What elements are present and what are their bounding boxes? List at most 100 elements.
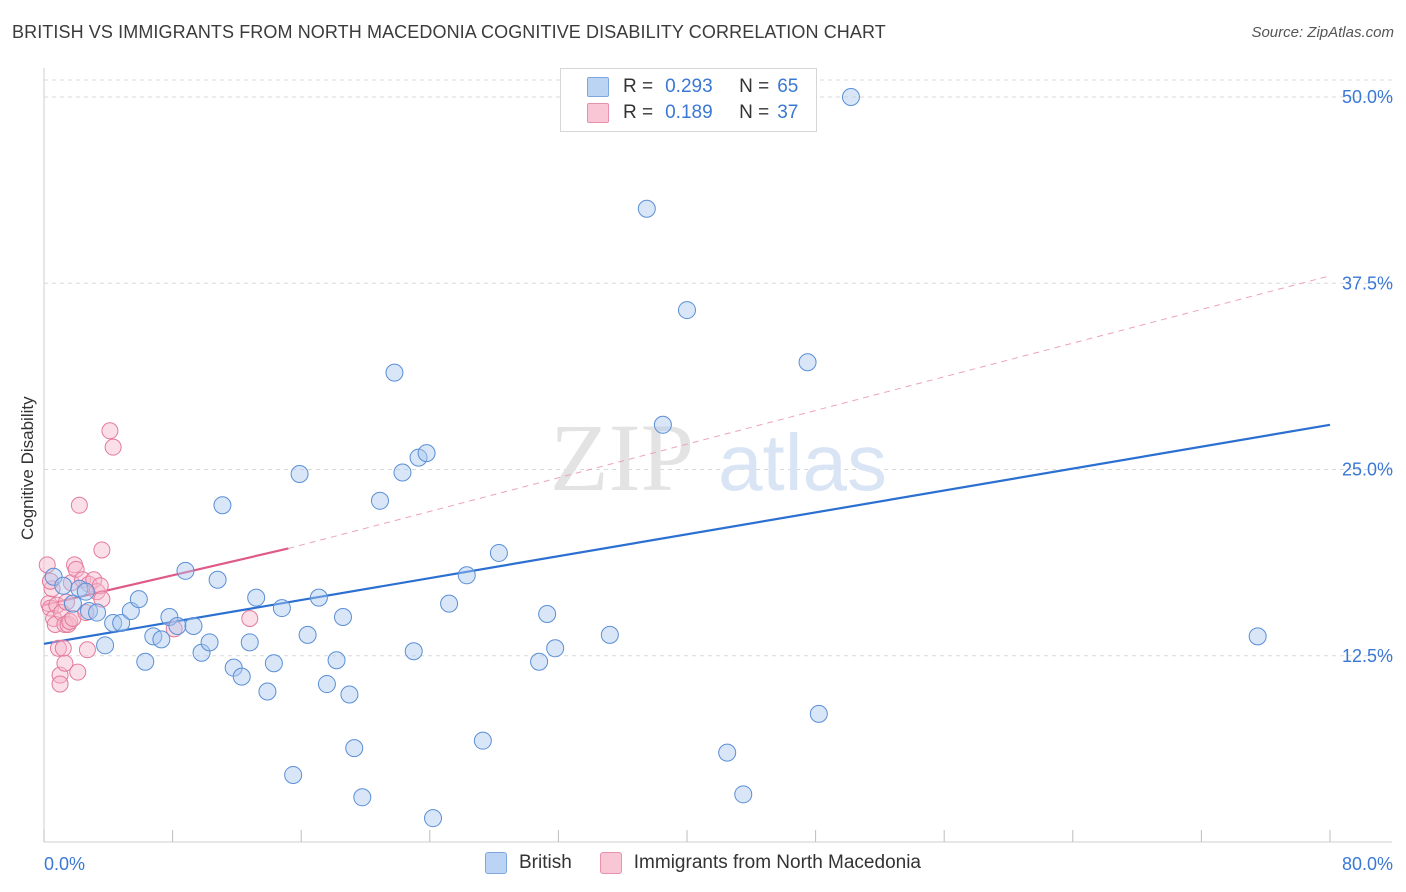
y-tick-label: 50.0% <box>1342 87 1393 107</box>
north-macedonia-trend-extension <box>288 275 1331 549</box>
british-point <box>678 301 696 320</box>
british-point <box>473 731 492 750</box>
british-point <box>247 588 266 607</box>
british-point <box>44 567 63 586</box>
grid-lines <box>44 79 1392 657</box>
british-point <box>298 625 317 644</box>
british-point <box>417 444 436 463</box>
north-macedonia-swatch <box>587 103 609 123</box>
british-point <box>1248 627 1267 646</box>
legend-item-british[interactable]: British <box>484 852 572 874</box>
british-point <box>424 809 443 828</box>
north-macedonia-point <box>165 620 183 638</box>
british-point <box>600 625 619 644</box>
british-point <box>653 415 672 434</box>
north-macedonia-point <box>54 639 72 657</box>
r-value: 0.293 <box>665 76 713 97</box>
watermark-atlas: atlas <box>718 418 887 507</box>
british-point <box>264 654 283 673</box>
british-point <box>841 88 860 106</box>
british-point <box>538 605 557 624</box>
british-point <box>136 652 155 671</box>
british-swatch <box>587 77 609 97</box>
british-point <box>353 788 372 807</box>
north-macedonia-point <box>93 590 111 608</box>
british-point <box>258 682 277 701</box>
british-point <box>176 561 195 580</box>
north-macedonia-point <box>56 654 74 672</box>
british-point <box>734 785 753 804</box>
n-value: 65 <box>777 76 799 97</box>
r-label: R = <box>623 76 654 97</box>
british-point <box>129 590 148 609</box>
y-tick-label: 12.5% <box>1342 646 1393 666</box>
british-point <box>393 463 412 482</box>
north-macedonia-point <box>51 675 69 693</box>
british-point <box>809 704 828 723</box>
british-point <box>112 613 131 632</box>
source-label: Source: ZipAtlas.com <box>1251 24 1394 41</box>
legend-item-north-macedonia[interactable]: Immigrants from North Macedonia <box>599 852 921 874</box>
watermark-zip: ZIP <box>550 404 694 511</box>
r-label: R = <box>623 102 654 123</box>
british-point <box>530 652 549 671</box>
british-point <box>345 739 364 758</box>
series-immigrants-north-macedonia <box>38 422 259 693</box>
y-tick-label: 37.5% <box>1342 273 1393 293</box>
axes <box>43 68 1392 843</box>
british-point <box>385 363 404 382</box>
r-value: 0.189 <box>665 102 713 123</box>
british-point <box>404 642 423 661</box>
north-macedonia-point <box>67 560 85 578</box>
y-axis-label: Cognitive Disability <box>18 396 37 540</box>
tick-labels: 12.5% 25.0% 37.5% 50.0% 0.0% 80.0% <box>44 87 1393 874</box>
british-point <box>232 667 251 686</box>
north-macedonia-point <box>93 541 111 559</box>
british-point <box>327 651 346 670</box>
british-point <box>168 616 187 635</box>
north-macedonia-point <box>241 610 259 627</box>
british-point <box>798 353 817 372</box>
british-point <box>637 199 656 218</box>
british-point <box>718 743 737 762</box>
north-macedonia-point <box>69 663 87 681</box>
chart-title: BRITISH VS IMMIGRANTS FROM NORTH MACEDON… <box>12 22 886 42</box>
watermark: ZIP atlas <box>550 404 887 511</box>
british-point <box>152 630 171 649</box>
north-macedonia-point <box>101 422 119 440</box>
british-point <box>340 685 359 704</box>
british-point <box>317 675 336 694</box>
north-macedonia-point <box>104 438 122 456</box>
british-point <box>489 543 508 562</box>
x-tick-label-max: 80.0% <box>1342 854 1393 874</box>
british-point <box>284 765 303 784</box>
british-point <box>333 608 352 627</box>
british-point <box>88 603 107 622</box>
british-point <box>370 491 389 510</box>
british-point <box>272 599 291 618</box>
bottom-legend: British Immigrants from North Macedonia <box>0 852 1406 874</box>
british-point <box>96 636 115 655</box>
legend-row-north-macedonia: R = 0.189 N = 37 <box>587 101 798 125</box>
british-point <box>184 616 203 635</box>
british-point <box>240 633 259 652</box>
correlation-legend: R = 0.293 N = 65 R = 0.189 N = 37 <box>560 68 817 132</box>
british-point <box>457 566 476 585</box>
legend-label-british: British <box>518 852 572 873</box>
british-point <box>309 588 328 607</box>
british-point <box>440 594 459 613</box>
british-point <box>63 594 82 613</box>
north-macedonia-swatch <box>599 852 622 874</box>
n-label: N = <box>739 102 770 123</box>
n-label: N = <box>739 76 770 97</box>
legend-row-british: R = 0.293 N = 65 <box>587 75 798 99</box>
legend-label-north-macedonia: Immigrants from North Macedonia <box>633 852 921 873</box>
y-tick-label: 25.0% <box>1342 460 1393 480</box>
british-point <box>208 570 227 589</box>
british-point <box>546 639 565 658</box>
x-tick-label-min: 0.0% <box>44 854 85 874</box>
british-point <box>290 464 309 483</box>
series-british <box>44 88 1267 828</box>
british-point <box>76 582 95 601</box>
